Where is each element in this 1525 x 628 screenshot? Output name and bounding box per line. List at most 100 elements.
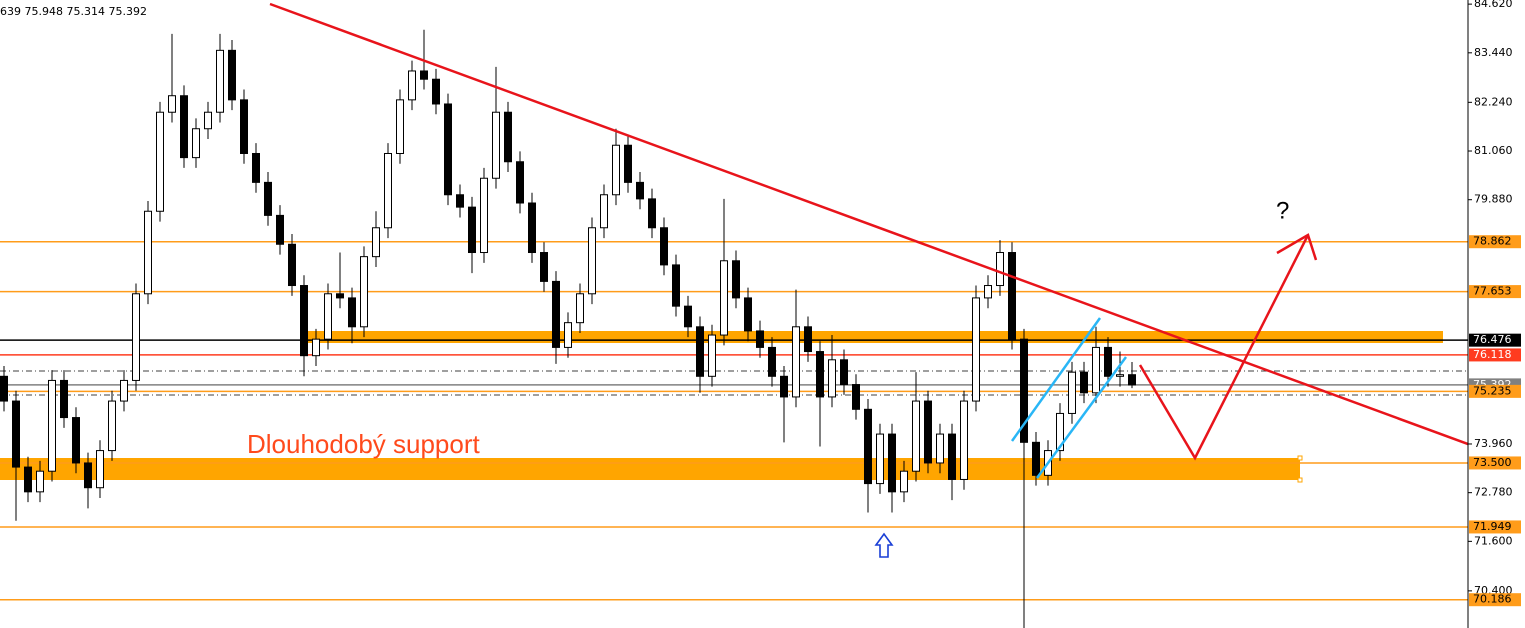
level-tag: [1469, 384, 1521, 398]
candle-body: [36, 470, 44, 493]
candle-body: [492, 111, 500, 179]
candle-body: [360, 256, 368, 328]
support-zone: [0, 458, 1300, 480]
level-label: 76.476: [1473, 333, 1512, 346]
level-tag: [1469, 285, 1521, 299]
candle-body: [1128, 374, 1136, 386]
candle-body: [432, 78, 440, 105]
candle-body: [168, 95, 176, 113]
y-tick-label: 83.440: [1474, 46, 1513, 59]
y-tick-label: 84.620: [1474, 0, 1513, 10]
candle-body: [1020, 338, 1028, 443]
level-tag: [1469, 593, 1521, 607]
y-tick-label: 73.960: [1474, 437, 1513, 450]
candle-body: [84, 462, 92, 489]
candle-body: [228, 49, 236, 101]
candle-body: [48, 379, 56, 472]
candle-body: [684, 305, 692, 328]
level-label: 70.186: [1473, 593, 1512, 606]
candle-body: [276, 214, 284, 245]
candle-body: [348, 297, 356, 328]
candle-body: [1092, 346, 1100, 394]
level-tag: [1469, 348, 1521, 362]
candle-body: [876, 433, 884, 485]
candle-body: [804, 326, 812, 353]
up-arrow: [874, 532, 894, 558]
trend-line: [269, 2, 1525, 467]
candle-body: [972, 297, 980, 402]
candle-body: [1104, 346, 1112, 377]
level-label: 73.500: [1473, 456, 1512, 469]
candle-body: [444, 103, 452, 196]
candle-body: [528, 202, 536, 254]
candle-body: [336, 293, 344, 299]
candle-body: [636, 181, 644, 200]
candle-body: [912, 400, 920, 472]
drawings: Dlouhodobý support ? 639 75.948 75.314 7…: [0, 2, 1525, 558]
candle-body: [180, 95, 188, 159]
candle-body: [984, 285, 992, 299]
candle-body: [744, 297, 752, 332]
level-label: 78.862: [1473, 235, 1512, 248]
candle-body: [816, 351, 824, 398]
candle-body: [300, 285, 308, 357]
candle-body: [672, 264, 680, 307]
level-tag: [1469, 333, 1521, 347]
candle-body: [420, 70, 428, 80]
annotation: ?: [1276, 197, 1289, 224]
candle-body: [552, 280, 560, 348]
candle-body: [24, 466, 32, 493]
candle-body: [60, 379, 68, 419]
candle-body: [312, 338, 320, 357]
candle-body: [828, 359, 836, 398]
candle-body: [1032, 441, 1040, 476]
candle-body: [132, 293, 140, 381]
candle-body: [996, 252, 1004, 287]
candle-body: [504, 111, 512, 163]
candle-body: [372, 227, 380, 258]
candle-body: [600, 194, 608, 229]
candle-body: [516, 161, 524, 204]
level-label: 71.949: [1473, 520, 1512, 533]
candle-body: [1008, 252, 1016, 340]
candle-body: [612, 144, 620, 196]
candle-body: [468, 206, 476, 254]
candle-body: [216, 49, 224, 113]
candle-body: [192, 128, 200, 159]
candle-body: [12, 400, 20, 468]
candle-body: [108, 400, 116, 452]
y-tick-label: 79.880: [1474, 193, 1513, 206]
candle-body: [588, 227, 596, 295]
level-tag: [1469, 235, 1521, 249]
candle-body: [936, 433, 944, 464]
candle-body: [576, 293, 584, 324]
candle-body: [960, 400, 968, 480]
level-label: 77.653: [1473, 285, 1512, 298]
candle-body: [540, 252, 548, 282]
candle-body: [96, 450, 104, 489]
candle-body: [948, 433, 956, 480]
candle-body: [564, 322, 572, 348]
candle-body: [696, 326, 704, 377]
candle-body: [204, 111, 212, 130]
candle-body: [1080, 371, 1088, 394]
level-label: 75.235: [1473, 384, 1512, 397]
zone-handle: [1297, 455, 1303, 461]
arrow-head: [1276, 233, 1318, 261]
y-tick-label: 71.600: [1474, 534, 1513, 547]
candle-body: [144, 210, 152, 295]
candle-body: [852, 384, 860, 410]
candle-body: [864, 408, 872, 485]
candle-body: [456, 194, 464, 208]
candle-body: [0, 375, 8, 402]
candle-body: [888, 433, 896, 493]
y-tick-label: 82.240: [1474, 95, 1513, 108]
ohlc-header: 639 75.948 75.314 75.392: [0, 5, 147, 18]
candle-body: [624, 144, 632, 183]
candle-body: [924, 400, 932, 464]
candle-body: [1056, 412, 1064, 452]
candle-body: [708, 334, 716, 377]
candle-body: [660, 227, 668, 266]
candle-body: [840, 359, 848, 386]
